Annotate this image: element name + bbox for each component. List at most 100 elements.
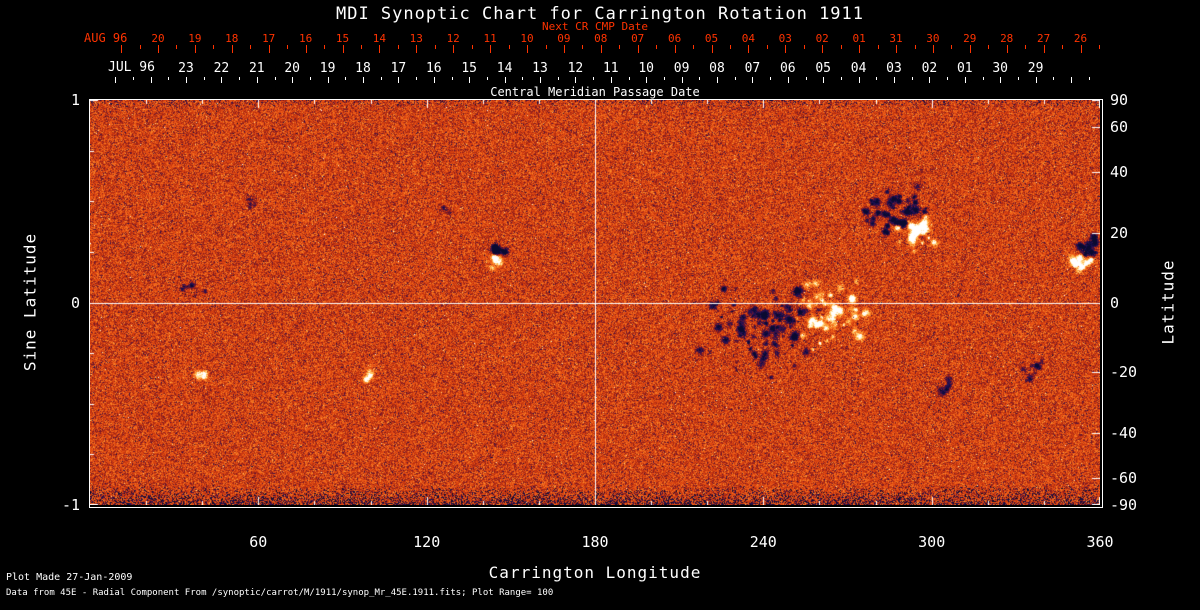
cmp-date-label-aug: 30 <box>926 32 940 45</box>
cmp-axis-tick-aug <box>637 45 639 53</box>
cmp-axis-minor-tick-jul <box>805 77 807 80</box>
cmp-axis-tick-aug <box>121 45 123 53</box>
cmp-axis-minor-tick-jul <box>557 77 559 80</box>
cmp-axis-minor-tick-aug <box>324 45 326 49</box>
cmp-axis-minor-tick-jul <box>734 77 736 80</box>
cmp-axis-minor-tick-jul <box>345 77 347 80</box>
cmp-date-label-jul: 15 <box>461 61 478 76</box>
cmp-axis-minor-tick-jul <box>593 77 595 80</box>
cmp-date-label-aug: 31 <box>889 32 903 45</box>
cmp-date-label-aug: 04 <box>741 32 756 45</box>
cmp-axis-tick-jul <box>186 77 187 83</box>
y-right-tick-label: -40 <box>1110 424 1138 442</box>
y-left-tick-label: -1 <box>61 496 80 514</box>
cmp-axis-tick-aug <box>527 45 528 53</box>
cmp-date-label-jul: 16 <box>425 61 442 76</box>
cmp-axis-minor-tick-jul <box>274 77 276 80</box>
cmp-axis-minor-tick-aug <box>139 45 141 49</box>
cmp-axis-minor-tick-aug <box>545 45 547 49</box>
cmp-axis-minor-tick-jul <box>911 77 913 80</box>
y-right-tick-label: 0 <box>1110 294 1120 312</box>
plot-made-text: Plot Made 27-Jan-2009 <box>6 572 133 583</box>
cmp-axis-tick-aug <box>342 45 344 53</box>
cmp-axis-tick-jul <box>433 77 435 83</box>
cmp-axis-tick-aug <box>194 45 196 53</box>
cmp-axis-tick-jul <box>681 77 683 83</box>
cmp-axis-tick-jul <box>363 77 364 83</box>
cmp-axis-minor-tick-jul <box>840 77 842 80</box>
cmp-axis-tick-jul <box>964 77 966 83</box>
cmp-date-label-aug: 18 <box>225 32 239 45</box>
x-tick-label: 300 <box>918 533 946 551</box>
cmp-date-label-aug: 10 <box>520 32 534 45</box>
cmp-axis-tick-jul <box>823 77 825 83</box>
cmp-axis-minor-tick-aug <box>877 45 879 49</box>
cmp-axis-minor-tick-aug <box>988 45 990 49</box>
cmp-axis-minor-tick-aug <box>250 45 252 49</box>
cmp-axis-minor-tick-jul <box>416 77 418 80</box>
cmp-axis-minor-tick-jul <box>1053 77 1055 80</box>
cmp-axis-minor-tick-aug <box>951 45 953 49</box>
cmp-date-label-jul: 13 <box>532 61 548 76</box>
cmp-axis-tick-jul <box>575 77 577 83</box>
cmp-date-label-aug: 06 <box>667 32 682 45</box>
cmp-date-label-aug: 05 <box>704 32 719 45</box>
y-right-tick-label: 60 <box>1110 118 1129 136</box>
cmp-date-label-jul: 04 <box>850 61 867 76</box>
cmp-axis-minor-tick-jul <box>486 77 488 80</box>
cmp-date-label-jul: 19 <box>319 61 336 76</box>
cmp-date-label-jul: 03 <box>886 61 902 76</box>
cmp-axis-minor-tick-aug <box>619 45 621 49</box>
cmp-date-label-aug: 03 <box>778 32 792 45</box>
central-meridian-passage-label: Central Meridian Passage Date <box>490 85 700 99</box>
magnetogram-image <box>90 100 1100 505</box>
cmp-axis-minor-tick-jul <box>699 77 701 80</box>
cmp-axis-minor-tick-aug <box>693 45 695 49</box>
cmp-date-label-jul: 29 <box>1027 61 1044 76</box>
cmp-date-label-jul: 07 <box>744 61 761 76</box>
cmp-date-label-aug: 17 <box>262 32 276 45</box>
chart-title: MDI Synoptic Chart for Carrington Rotati… <box>335 4 865 24</box>
cmp-date-label-jul: 23 <box>178 61 194 76</box>
cmp-axis-tick-jul <box>646 77 648 83</box>
cmp-axis-tick-jul <box>150 77 152 83</box>
cmp-axis-tick-aug <box>1080 45 1082 53</box>
cmp-date-label-jul: 20 <box>284 61 301 76</box>
cmp-date-label-jul: 21 <box>248 61 265 76</box>
y-left-tick-label: 1 <box>70 91 80 109</box>
y-right-tick-label: -90 <box>1110 496 1138 514</box>
cmp-date-label-jul: 12 <box>567 61 584 76</box>
x-tick-label: 360 <box>1086 533 1114 551</box>
cmp-axis-tick-aug <box>490 45 492 53</box>
cmp-axis-minor-tick-aug <box>582 45 584 49</box>
cmp-date-label-jul: 06 <box>779 61 796 76</box>
cmp-axis-minor-tick-jul <box>982 77 984 80</box>
cmp-axis-tick-jul <box>115 77 117 83</box>
cmp-axis-tick-jul <box>1071 77 1072 83</box>
cmp-axis-tick-jul <box>858 77 860 83</box>
cmp-axis-minor-tick-jul <box>380 77 382 80</box>
cmp-date-label-jul: 18 <box>355 61 371 76</box>
cmp-date-label-aug: 16 <box>298 32 313 45</box>
cmp-axis-minor-tick-jul <box>1017 77 1019 80</box>
cmp-date-label-aug: 08 <box>594 32 608 45</box>
cmp-axis-minor-tick-jul <box>876 77 878 80</box>
cmp-axis-minor-tick-aug <box>656 45 658 49</box>
cmp-axis-minor-tick-aug <box>1062 45 1063 49</box>
cmp-date-label-jul: 02 <box>921 61 938 76</box>
cmp-axis-tick-aug <box>231 45 233 53</box>
cmp-axis-minor-tick-jul <box>168 77 170 80</box>
cmp-axis-tick-jul <box>398 77 400 83</box>
cmp-axis-tick-aug <box>158 45 159 53</box>
plot-area <box>89 99 1103 508</box>
cmp-axis-tick-aug <box>969 45 971 53</box>
cmp-axis-minor-tick-aug <box>213 45 215 49</box>
cmp-axis-minor-tick-jul <box>309 77 311 80</box>
cmp-axis-minor-tick-jul <box>663 77 665 80</box>
cmp-axis-tick-aug <box>563 45 565 53</box>
cmp-axis-minor-tick-aug <box>840 45 842 49</box>
cmp-date-label-aug: 27 <box>1036 32 1051 45</box>
cmp-axis-tick-aug <box>674 45 676 53</box>
y-right-tick-label: -60 <box>1110 469 1138 487</box>
x-tick-label: 240 <box>749 533 777 551</box>
